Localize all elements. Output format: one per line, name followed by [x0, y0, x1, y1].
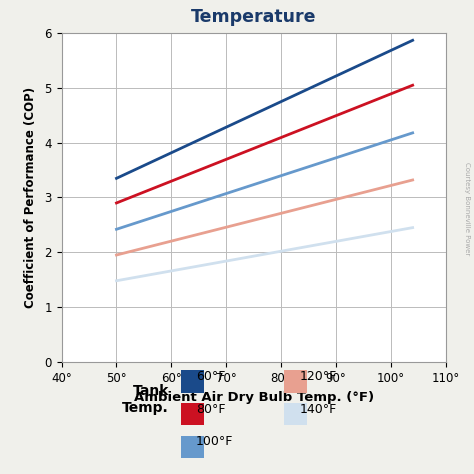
Text: 140°F: 140°F [300, 402, 337, 416]
Y-axis label: Coefficient of Performance (COP): Coefficient of Performance (COP) [25, 87, 37, 308]
X-axis label: Ambient Air Dry Bulb Temp. (°F): Ambient Air Dry Bulb Temp. (°F) [134, 392, 374, 404]
Title: HPWH COP vs. Ambient Air
Temperature: HPWH COP vs. Ambient Air Temperature [121, 0, 386, 26]
Text: 80°F: 80°F [196, 402, 226, 416]
Text: Tank
Temp.: Tank Temp. [122, 384, 169, 415]
Text: 120°F: 120°F [300, 370, 337, 383]
FancyBboxPatch shape [181, 370, 204, 392]
FancyBboxPatch shape [181, 403, 204, 426]
Text: 60°F: 60°F [196, 370, 225, 383]
Text: 100°F: 100°F [196, 436, 233, 448]
Text: Courtesy Bonneville Power: Courtesy Bonneville Power [464, 162, 470, 255]
FancyBboxPatch shape [284, 370, 307, 392]
FancyBboxPatch shape [181, 436, 204, 458]
FancyBboxPatch shape [284, 403, 307, 426]
